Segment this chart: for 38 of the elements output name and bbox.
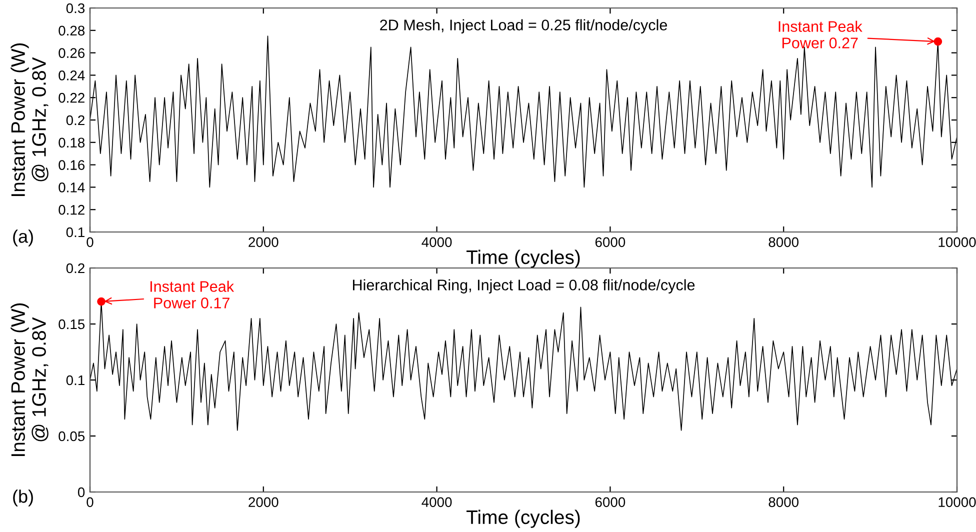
x-tick-label: 8000: [768, 497, 799, 508]
y-axis-title: Instant Power (W) @ 1GHz, 0.8V: [10, 303, 48, 456]
y-axis-title: Instant Power (W) @ 1GHz, 0.8V: [10, 43, 48, 196]
y-tick-label: 0.16: [58, 160, 85, 170]
y-tick-label: 0: [78, 487, 85, 498]
y-tick-label: 0.18: [58, 138, 85, 148]
x-tick-label: 4000: [422, 237, 452, 248]
annotation: Instant Peak Power 0.17: [150, 280, 234, 308]
text: (b): [13, 490, 33, 506]
y-tick-label: 0.2: [66, 263, 84, 274]
y-tick-label: 0.26: [58, 48, 85, 58]
y-tick-label: 0.1: [66, 375, 84, 386]
y-tick-label: 0.15: [58, 319, 85, 330]
x-tick-label: 10000: [938, 237, 976, 248]
x-tick-label: 6000: [595, 497, 626, 508]
x-tick-label: 10000: [938, 497, 976, 508]
y-tick-label: 0.12: [58, 204, 84, 215]
x-tick-label: 2000: [248, 237, 278, 248]
x-tick-label: 2000: [248, 497, 278, 508]
y-tick-label: 0.3: [66, 3, 85, 14]
y-tick-label: 0.24: [58, 70, 85, 80]
x-axis-title: Time (cycles): [466, 510, 580, 528]
x-tick-label: 8000: [768, 237, 799, 248]
y-tick-label: 0.2: [66, 115, 84, 126]
text: Hierarchical Ring, Inject Load = 0.08 flit/node/cycle: [353, 279, 695, 294]
y-tick-label: 0.28: [58, 26, 85, 36]
text: 2D Mesh, Inject Load = 0.25 flit/node/cycle: [380, 19, 667, 34]
text: (a): [13, 230, 33, 246]
x-axis-title: Time (cycles): [466, 250, 580, 268]
y-tick-label: 0.05: [58, 431, 85, 442]
y-tick-label: 0.1: [66, 227, 84, 238]
x-tick-label: 4000: [422, 497, 452, 508]
x-tick-label: 0: [86, 497, 94, 508]
x-tick-label: 6000: [595, 237, 626, 248]
y-tick-label: 0.22: [58, 92, 84, 103]
x-tick-label: 0: [86, 237, 94, 248]
annotation: Instant Peak Power 0.27: [778, 20, 862, 48]
y-tick-label: 0.14: [58, 182, 85, 192]
